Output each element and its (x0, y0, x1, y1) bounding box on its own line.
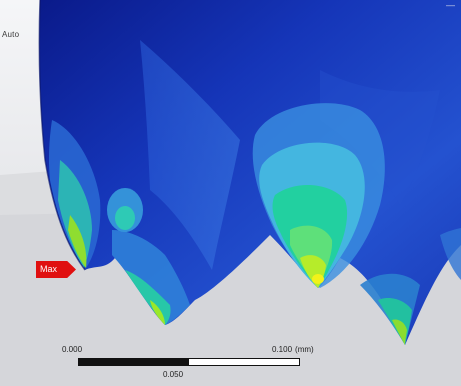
blade-edge-left (38, 0, 86, 271)
blade-facet (140, 40, 240, 270)
scale-ruler-bar (78, 358, 300, 366)
center-tooth-max-spot (312, 274, 324, 284)
scale-ruler-mid-label: 0.050 (163, 370, 184, 379)
scale-ruler-right-value: 0.100 (272, 345, 293, 354)
scale-ruler-left-label: 0.000 (62, 345, 83, 354)
left-tooth-contour-core (68, 215, 87, 268)
mid-valley-contour (112, 230, 190, 325)
view-orientation-label: Auto (2, 30, 20, 39)
scale-ruler-unit: (mm) (295, 345, 314, 354)
ridge-blob-1-core (115, 206, 135, 230)
right-tooth-contour-core (392, 319, 407, 345)
scale-ruler-bar-fill (79, 359, 189, 365)
mid-valley-contour-core (150, 300, 165, 325)
viewport-corner-mark: — (446, 0, 455, 10)
max-probe-tag[interactable]: Max (36, 261, 76, 278)
scale-ruler-right-label: 0.100 (mm) (272, 345, 314, 354)
left-tooth-contour-inner (58, 160, 92, 268)
right-side-band (440, 228, 461, 280)
